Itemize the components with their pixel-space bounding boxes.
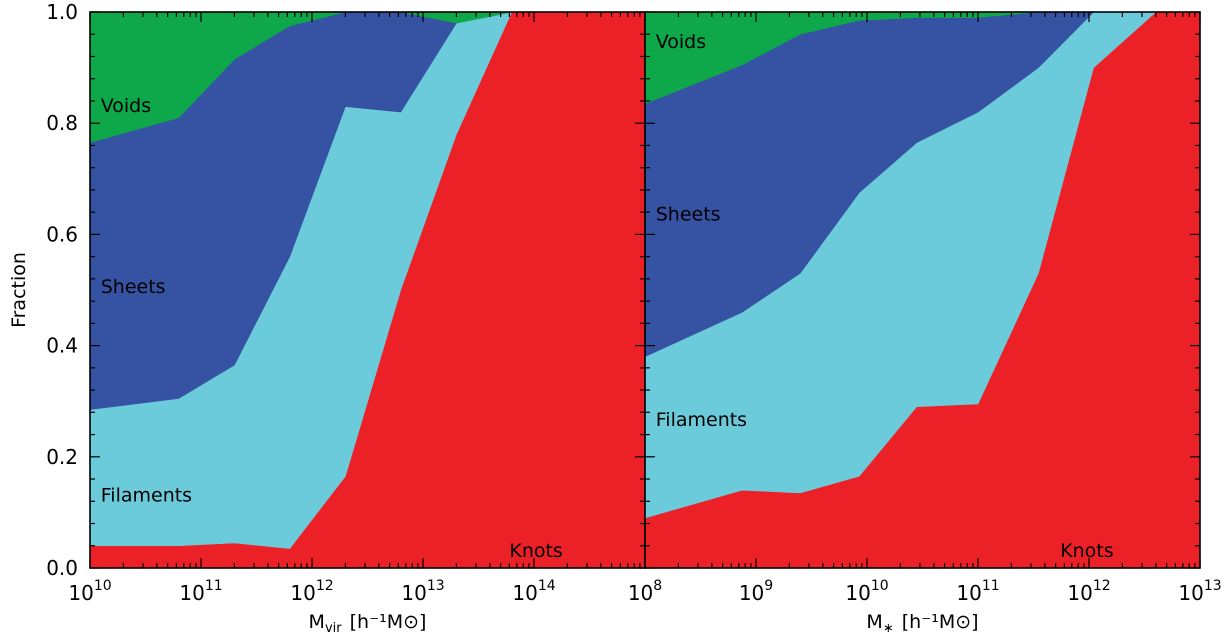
x-axis-title: Mvir [h⁻¹M⊙] [309,611,427,636]
x-tick-label: 1013 [1178,578,1221,605]
y-tick-label: 1.0 [46,0,78,24]
x-axis-title: M∗ [h⁻¹M⊙] [866,611,978,636]
region-label-voids: Voids [656,31,706,53]
y-tick-label: 0.4 [46,334,78,358]
plot-frame [644,11,1201,569]
x-tick-label: 1012 [290,578,333,605]
region-label-sheets: Sheets [101,276,166,298]
left-panel: Voids Sheets Filaments Knots 1010 1011 1012 101… [46,0,646,636]
y-tick-label: 0.2 [46,445,78,469]
y-axis-title: Fraction [8,252,30,328]
y-tick-label: 0.6 [46,222,78,246]
y-tick-label: 0.0 [46,556,78,580]
x-tick-label: 1010 [845,578,888,605]
x-tick-label: 1011 [956,578,999,605]
x-tick-label: 1013 [401,578,444,605]
x-tick-label: 1014 [512,578,555,605]
x-tick-label: 1011 [179,578,222,605]
x-tick-label: 108 [628,578,662,605]
region-label-knots: Knots [509,540,562,562]
x-tick-label: 1010 [68,578,111,605]
x-tick-label: 1012 [1067,578,1110,605]
y-tick-label: 0.8 [46,111,78,135]
region-label-filaments: Filaments [101,484,192,506]
x-tick-label: 109 [739,578,773,605]
right-panel: Voids Sheets Filaments Knots 108 109 1010 1011 1… [628,11,1222,636]
region-label-sheets: Sheets [656,204,721,226]
region-label-filaments: Filaments [656,409,747,431]
region-label-knots: Knots [1060,540,1113,562]
region-label-voids: Voids [101,95,151,117]
